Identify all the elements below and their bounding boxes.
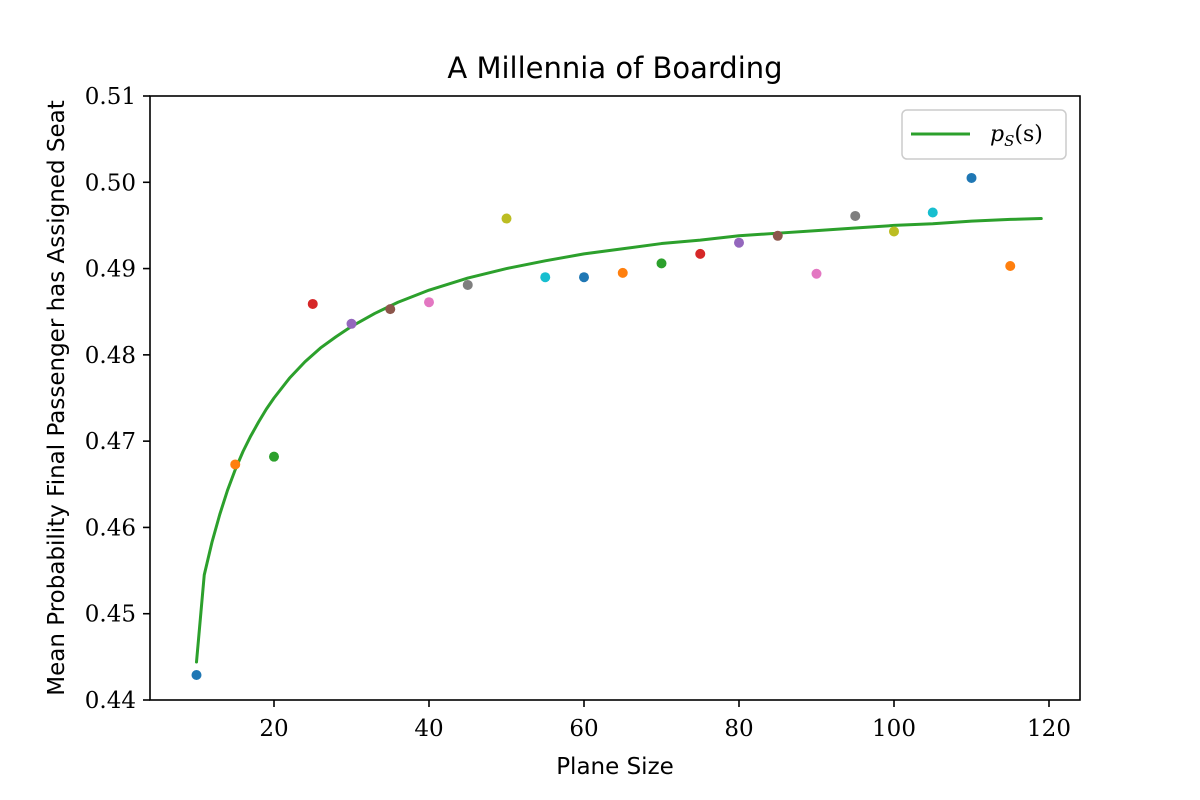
y-axis-label: Mean Probability Final Passenger has Ass… — [44, 100, 70, 695]
legend: pS(s) — [901, 109, 1067, 160]
x-axis-ticks: 20 40 60 80 100 120 — [259, 700, 1071, 742]
y-tick-label: 0.47 — [85, 429, 136, 455]
y-tick-label: 0.48 — [85, 343, 136, 369]
legend-entry-label: pS(s) — [990, 122, 1043, 150]
y-axis-ticks: 0.44 0.45 0.46 0.47 0.48 0.49 0.50 0.51 — [85, 84, 150, 714]
data-point — [191, 669, 202, 680]
x-tick-label: 40 — [414, 716, 443, 742]
x-axis-label: Plane Size — [556, 754, 674, 780]
scatter-series — [191, 172, 1016, 680]
x-tick-label: 80 — [724, 716, 753, 742]
data-point — [501, 213, 512, 224]
data-point — [927, 207, 938, 218]
y-tick-label: 0.46 — [85, 515, 136, 541]
data-point — [850, 210, 861, 221]
data-point — [811, 268, 822, 279]
data-point — [269, 451, 279, 462]
x-tick-label: 60 — [569, 716, 598, 742]
data-point — [656, 258, 667, 269]
legend-box — [901, 109, 1067, 160]
data-point — [462, 279, 473, 290]
x-tick-label: 100 — [872, 716, 916, 742]
data-point — [579, 272, 589, 283]
data-point — [889, 226, 899, 237]
data-point — [734, 237, 744, 248]
y-tick-label: 0.44 — [85, 688, 136, 714]
plot-frame — [149, 95, 1081, 701]
y-tick-label: 0.50 — [85, 170, 136, 196]
y-tick-label: 0.49 — [85, 257, 136, 283]
data-point — [772, 230, 783, 241]
legend-label-tail: (s) — [1014, 122, 1042, 147]
data-point — [307, 298, 318, 309]
data-point — [540, 272, 551, 283]
legend-label-main: p — [990, 122, 1004, 147]
chart-title: A Millennia of Boarding — [447, 51, 782, 85]
data-point — [230, 459, 241, 470]
data-point — [966, 172, 977, 183]
data-point — [695, 248, 706, 259]
x-tick-label: 20 — [259, 716, 288, 742]
data-point — [385, 304, 396, 315]
x-tick-label: 120 — [1027, 716, 1071, 742]
data-point — [1005, 260, 1016, 271]
curve-series — [195, 217, 1043, 664]
curve-line — [195, 217, 1043, 664]
data-point — [424, 297, 434, 308]
y-tick-label: 0.45 — [85, 602, 136, 628]
plot-area: 20 40 60 80 100 120 0.440.450.460.470.480.490… — [85, 84, 1081, 742]
y-tick-label: 0.51 — [85, 84, 136, 110]
data-point — [346, 318, 357, 329]
data-point — [617, 267, 628, 278]
legend-label-sub: S — [1004, 132, 1014, 150]
